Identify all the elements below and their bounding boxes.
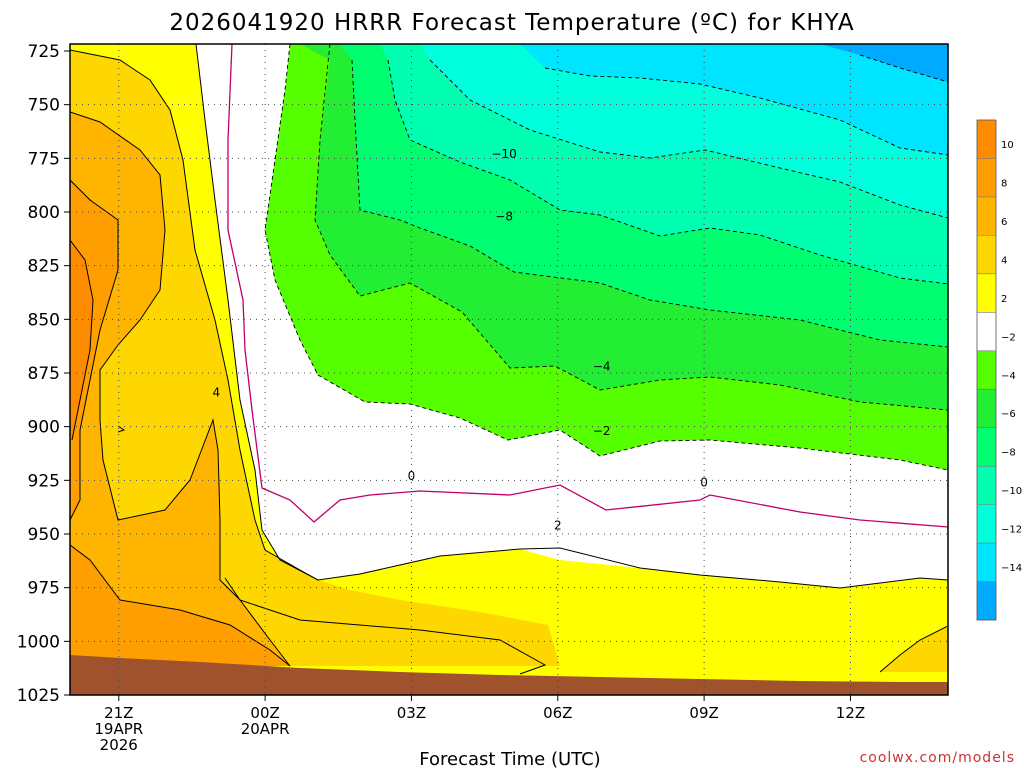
y-tick-label: 1000 [17, 632, 60, 652]
ground-surface [70, 655, 948, 695]
y-tick-label: 925 [28, 471, 60, 491]
grid-lines [70, 44, 948, 695]
colorbar-segment [977, 196, 996, 236]
y-tick-label: 725 [28, 42, 60, 62]
colorbar-segment [977, 466, 996, 505]
contour-label: −4 [593, 360, 611, 374]
colorbar-segment [977, 120, 996, 159]
contour-label: −10 [491, 147, 516, 161]
colorbar-label: −10 [1001, 486, 1022, 497]
chart-title: 2026041920 HRRR Forecast Temperature (ºC… [169, 10, 854, 36]
y-tick-label: 850 [28, 310, 60, 330]
y-tick-label: 900 [28, 418, 60, 438]
credit-text: coolwx.com/models [860, 750, 1015, 766]
contour-neg10 [429, 59, 948, 219]
colorbar-segment [977, 504, 996, 544]
x-tick-label: 12Z [836, 704, 865, 722]
contour-labels: −10 −8 −4 −2 0 0 2 4 [213, 147, 708, 532]
contour-6 [70, 111, 291, 667]
contour-2 [195, 44, 948, 589]
colorbar-label: 6 [1001, 217, 1007, 228]
colorbar-label: 10 [1001, 140, 1014, 151]
band-neg14-neg12 [520, 44, 948, 155]
y-tick-label: 800 [28, 203, 60, 223]
contour-label: 4 [213, 385, 221, 399]
band-4-6-right [880, 626, 948, 672]
colorbar-segment [977, 273, 996, 313]
contour-label: −8 [495, 209, 513, 223]
contour-neg2 [264, 44, 948, 471]
x-tick-label: 09Z [689, 704, 718, 722]
y-tick-label: 825 [28, 257, 60, 277]
colorbar-label: −2 [1001, 332, 1016, 343]
band-10-12 [70, 240, 93, 440]
y-tick-label: 975 [28, 579, 60, 599]
contour-4-bubble [117, 425, 126, 433]
y-tick-label: 750 [28, 96, 60, 116]
contour-label: 2 [554, 518, 562, 532]
colorbar-segment [977, 427, 996, 467]
contour-label: 0 [700, 475, 708, 489]
y-tick-label: 950 [28, 525, 60, 545]
x-axis-label: Forecast Time (UTC) [419, 749, 600, 768]
colorbar-segment [977, 389, 996, 428]
colorbar-segment [977, 543, 996, 582]
colorbar-label: −8 [1001, 448, 1016, 459]
plot-frame [69, 43, 949, 696]
x-tick-label: 03Z [397, 704, 426, 722]
contour-8 [70, 179, 291, 667]
colorbar-label: 2 [1001, 294, 1007, 305]
colorbar-frame [976, 119, 997, 621]
colorbar: 10 8 6 4 2 −2 −4 −6 −8 −10 −12 −14 [976, 119, 1022, 621]
y-tick-label: 875 [28, 364, 60, 384]
colorbar-label: −4 [1001, 371, 1016, 382]
contour-neg14 [859, 54, 948, 83]
colorbar-segment [977, 350, 996, 390]
band-8-10-surface [70, 545, 290, 666]
x-tick-label: 06Z [543, 704, 572, 722]
band-6-8 [70, 112, 290, 666]
x-tick-label: 2026 [100, 736, 138, 754]
x-tick-label: 21Z [104, 704, 133, 722]
x-tick-label: 20APR [241, 720, 290, 738]
colorbar-segment [977, 312, 996, 351]
contour-4-right [879, 625, 948, 673]
contour-neg8 [387, 59, 948, 285]
contour-10 [70, 239, 94, 441]
contour-label: 0 [408, 469, 416, 483]
plot-area: −10 −8 −4 −2 0 0 2 4 [70, 44, 948, 695]
contour-label: −2 [593, 424, 611, 438]
colorbar-label: 8 [1001, 178, 1007, 189]
colorbar-label: −14 [1001, 563, 1022, 574]
colorbar-label: −6 [1001, 409, 1016, 420]
x-tick-label: 19APR [94, 720, 143, 738]
colorbar-label: 4 [1001, 255, 1007, 266]
colorbar-segment [977, 235, 996, 274]
colorbar-segment [977, 158, 996, 197]
colorbar-segment [977, 581, 996, 620]
y-tick-label: 1025 [17, 686, 60, 706]
contour-0 [227, 44, 948, 528]
contour-neg6 [351, 59, 948, 348]
y-axis: 725 750 775 800 825 850 875 900 925 950 975 1000 102… [17, 42, 70, 706]
colorbar-label: −12 [1001, 525, 1022, 536]
x-tick-label: 00Z [250, 704, 279, 722]
y-tick-label: 775 [28, 149, 60, 169]
contour-neg4 [314, 44, 948, 411]
